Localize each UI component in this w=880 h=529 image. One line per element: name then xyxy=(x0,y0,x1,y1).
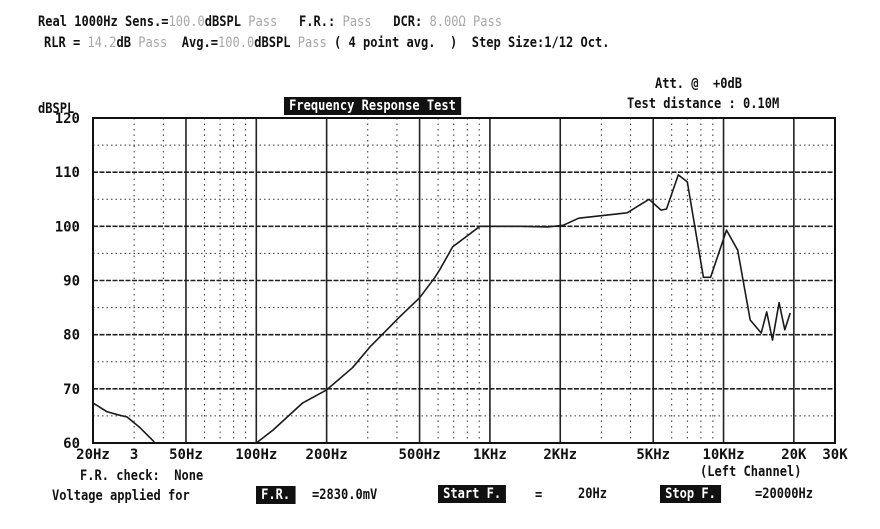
x-tick-label: 10KHz xyxy=(702,447,744,463)
header-field: Pass xyxy=(290,35,327,51)
header-field: dB xyxy=(116,35,132,51)
header-field: RLR = xyxy=(44,35,81,51)
response-curve xyxy=(255,174,791,443)
header-line-1: Real 1000Hz Sens.=100.0dBSPL Pass F.R.: … xyxy=(38,14,502,30)
header-field: Avg.= xyxy=(167,35,219,51)
start-equals: = xyxy=(535,487,543,503)
stop-frequency-button[interactable]: Stop F. xyxy=(660,485,722,503)
header-field: dBSPL xyxy=(204,14,242,30)
stop-frequency-value: =20000Hz xyxy=(755,486,813,502)
header-field: Pass xyxy=(465,14,503,30)
header-field: 8.00Ω xyxy=(422,14,466,30)
start-frequency-button[interactable]: Start F. xyxy=(438,485,507,503)
header-line-2: RLR = 14.2dB Pass Avg.=100.0dBSPL Pass (… xyxy=(44,35,609,51)
x-tick-label: 1KHz xyxy=(473,447,507,463)
header-field: Pass xyxy=(241,14,278,30)
y-tick-label: 100 xyxy=(55,219,80,235)
header-field: Real xyxy=(38,14,67,30)
header-field: 100.0 xyxy=(218,35,255,51)
channel-label: (Left Channel) xyxy=(700,464,802,480)
x-tick-label: 2KHz xyxy=(543,447,577,463)
y-tick-label: 60 xyxy=(63,436,80,452)
start-frequency-value: 20Hz xyxy=(578,486,607,502)
fr-check: F.R. check: None xyxy=(80,468,204,484)
header-field: Pass xyxy=(335,14,372,30)
header-field: 14.2 xyxy=(80,35,117,51)
y-tick-label: 70 xyxy=(63,382,80,398)
chart-title: Frequency Response Test xyxy=(284,97,462,115)
header-field: 1000Hz Sens.= xyxy=(66,14,169,30)
header-field: DCR: xyxy=(371,14,423,30)
y-tick-label: 120 xyxy=(55,111,80,127)
x-tick-label: 50Hz xyxy=(169,447,203,463)
header-field: F.R.: xyxy=(277,14,336,30)
fr-button[interactable]: F.R. xyxy=(256,486,296,504)
y-tick-label: 110 xyxy=(55,165,80,181)
y-tick-label: 90 xyxy=(63,274,80,290)
x-tick-label: 200Hz xyxy=(306,447,348,463)
header-field: 100.0 xyxy=(168,14,205,30)
x-tick-label: 500Hz xyxy=(399,447,441,463)
plot-border xyxy=(92,117,836,444)
header-field: dBSPL xyxy=(254,35,291,51)
x-tick-label: 100Hz xyxy=(235,447,277,463)
attenuation: Att. @ +0dB xyxy=(655,76,742,92)
header-field: ( 4 point avg. ) Step Size:1/12 Oct. xyxy=(326,35,610,51)
x-tick-label: 3 xyxy=(130,447,138,463)
x-tick-label: 5KHz xyxy=(636,447,670,463)
header-field: Pass xyxy=(131,35,168,51)
y-tick-label: 80 xyxy=(63,328,80,344)
x-tick-label: 30K xyxy=(822,447,848,463)
test-distance: Test distance : 0.10M xyxy=(627,96,780,112)
response-curve xyxy=(93,402,155,443)
fr-voltage-value: =2830.0mV xyxy=(312,487,378,503)
x-tick-label: 20Hz xyxy=(76,447,110,463)
x-tick-label: 20K xyxy=(781,447,807,463)
y-axis-label: dBSPL xyxy=(38,101,75,117)
voltage-label: Voltage applied for xyxy=(52,488,190,504)
